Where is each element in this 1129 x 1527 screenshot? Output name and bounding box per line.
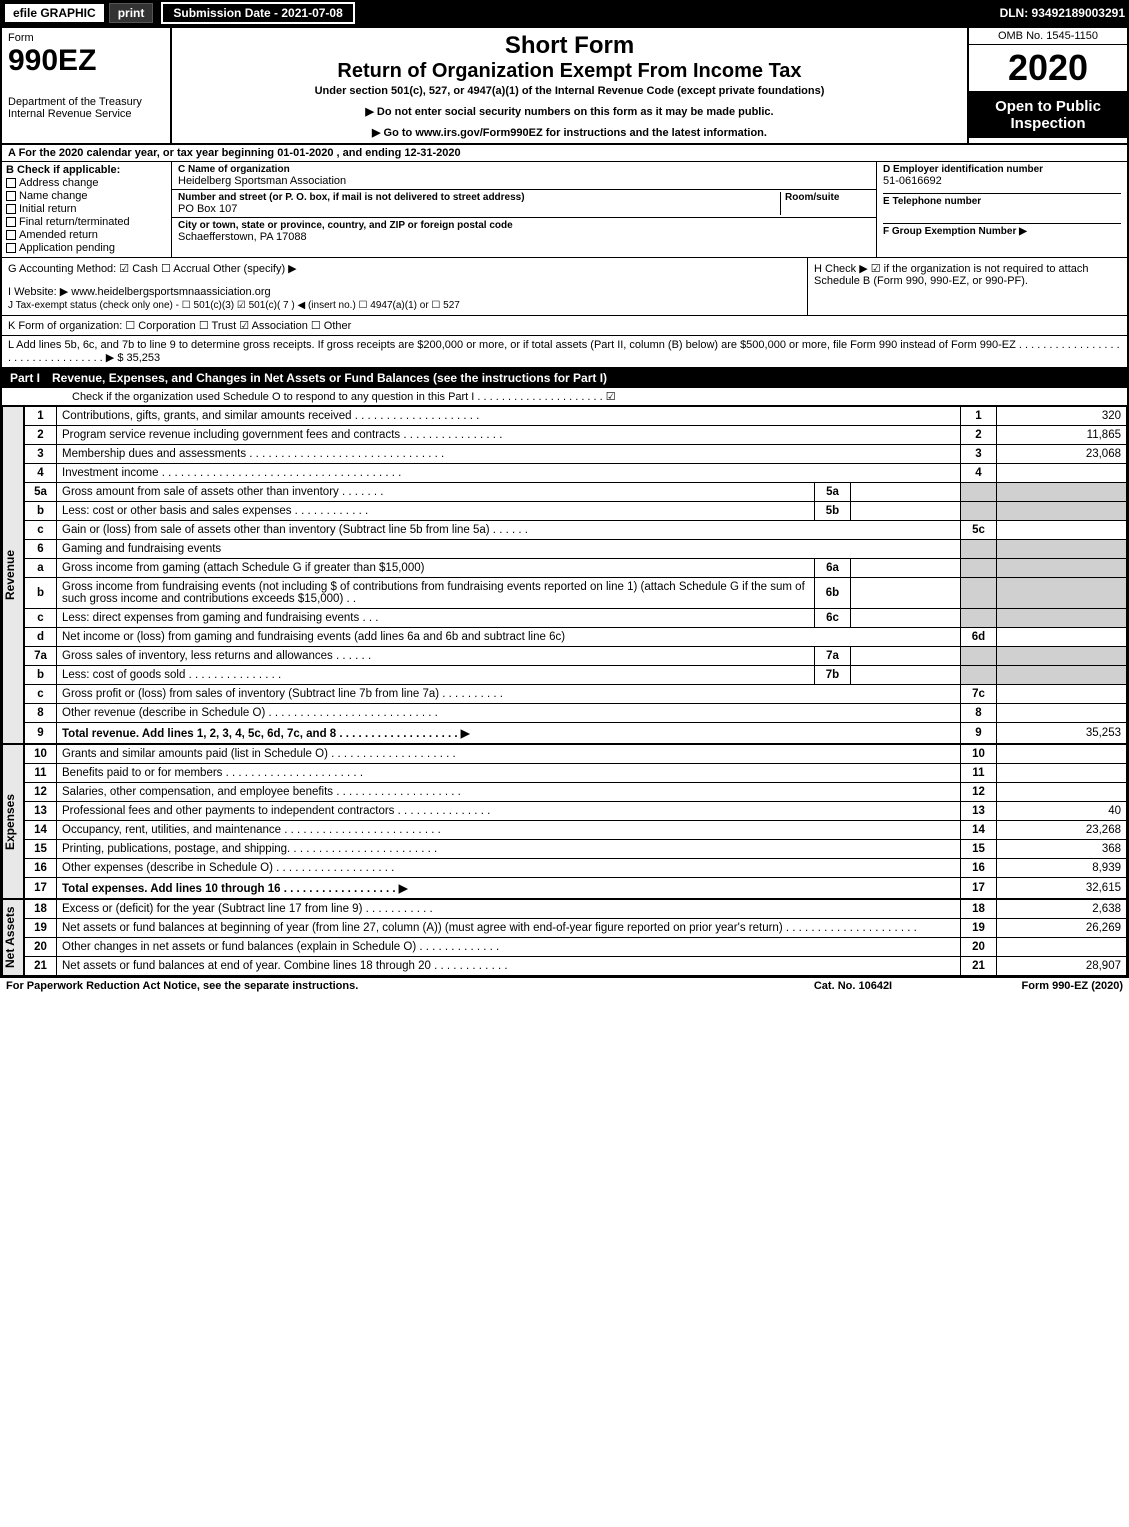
street-value: PO Box 107: [178, 203, 780, 215]
line-5a: 5aGross amount from sale of assets other…: [25, 483, 1127, 502]
box-d: D Employer identification number 51-0616…: [877, 162, 1127, 257]
box-c: C Name of organization Heidelberg Sports…: [172, 162, 877, 257]
form-number: 990EZ: [8, 44, 164, 78]
line-1: 1Contributions, gifts, grants, and simil…: [25, 407, 1127, 426]
line-20: 20Other changes in net assets or fund ba…: [25, 938, 1127, 957]
footer-cat: Cat. No. 10642I: [763, 980, 943, 992]
expenses-vlabel: Expenses: [2, 744, 24, 899]
submission-date: Submission Date - 2021-07-08: [161, 2, 354, 24]
line-5c: cGain or (loss) from sale of assets othe…: [25, 521, 1127, 540]
line-7b: bLess: cost of goods sold . . . . . . . …: [25, 666, 1127, 685]
expenses-table: 10Grants and similar amounts paid (list …: [24, 744, 1127, 899]
part-i-check: Check if the organization used Schedule …: [2, 388, 1127, 406]
chk-name[interactable]: Name change: [6, 190, 167, 202]
box-b-title: B Check if applicable:: [6, 164, 167, 176]
line-k: K Form of organization: ☐ Corporation ☐ …: [2, 316, 1127, 336]
revenue-section: Revenue 1Contributions, gifts, grants, a…: [2, 406, 1127, 744]
return-title: Return of Organization Exempt From Incom…: [182, 60, 957, 83]
line-14: 14Occupancy, rent, utilities, and mainte…: [25, 821, 1127, 840]
omb-number: OMB No. 1545-1150: [969, 28, 1127, 45]
info-block: B Check if applicable: Address change Na…: [2, 162, 1127, 258]
page-footer: For Paperwork Reduction Act Notice, see …: [0, 978, 1129, 994]
netassets-section: Net Assets 18Excess or (deficit) for the…: [2, 899, 1127, 976]
line-7a: 7aGross sales of inventory, less returns…: [25, 647, 1127, 666]
part-i-title: Revenue, Expenses, and Changes in Net As…: [52, 371, 607, 385]
line-3: 3Membership dues and assessments . . . .…: [25, 445, 1127, 464]
line-j: J Tax-exempt status (check only one) - ☐…: [8, 300, 801, 311]
line-10: 10Grants and similar amounts paid (list …: [25, 745, 1127, 764]
street-label: Number and street (or P. O. box, if mail…: [178, 192, 780, 203]
line-7c: cGross profit or (loss) from sales of in…: [25, 685, 1127, 704]
revenue-vlabel: Revenue: [2, 406, 24, 744]
line-6d: dNet income or (loss) from gaming and fu…: [25, 628, 1127, 647]
chk-amended[interactable]: Amended return: [6, 229, 167, 241]
org-name: Heidelberg Sportsman Association: [178, 175, 870, 187]
header-center: Short Form Return of Organization Exempt…: [172, 28, 967, 143]
line-8: 8Other revenue (describe in Schedule O) …: [25, 704, 1127, 723]
ghij-block: G Accounting Method: ☑ Cash ☐ Accrual Ot…: [2, 258, 1127, 316]
form-container: Form 990EZ Department of the Treasury In…: [0, 26, 1129, 978]
header-left: Form 990EZ Department of the Treasury In…: [2, 28, 172, 143]
city-label: City or town, state or province, country…: [178, 220, 870, 231]
line-15: 15Printing, publications, postage, and s…: [25, 840, 1127, 859]
ein-label: D Employer identification number: [883, 164, 1121, 175]
dept-treasury: Department of the Treasury: [8, 96, 164, 108]
ssn-note: ▶ Do not enter social security numbers o…: [182, 105, 957, 118]
group-exempt-label: F Group Exemption Number ▶: [883, 223, 1121, 237]
box-b: B Check if applicable: Address change Na…: [2, 162, 172, 257]
footer-left: For Paperwork Reduction Act Notice, see …: [6, 980, 763, 992]
top-bar: efile GRAPHIC print Submission Date - 20…: [0, 0, 1129, 26]
goto-link[interactable]: ▶ Go to www.irs.gov/Form990EZ for instru…: [182, 126, 957, 139]
part-i-header: Part I Revenue, Expenses, and Changes in…: [2, 368, 1127, 388]
line-17: 17Total expenses. Add lines 10 through 1…: [25, 878, 1127, 899]
line-21: 21Net assets or fund balances at end of …: [25, 957, 1127, 976]
line-13: 13Professional fees and other payments t…: [25, 802, 1127, 821]
line-11: 11Benefits paid to or for members . . . …: [25, 764, 1127, 783]
line-18: 18Excess or (deficit) for the year (Subt…: [25, 900, 1127, 919]
line-6: 6Gaming and fundraising events: [25, 540, 1127, 559]
org-name-label: C Name of organization: [178, 164, 870, 175]
chk-final[interactable]: Final return/terminated: [6, 216, 167, 228]
dept-irs: Internal Revenue Service: [8, 108, 164, 120]
netassets-table: 18Excess or (deficit) for the year (Subt…: [24, 899, 1127, 976]
short-form-title: Short Form: [182, 32, 957, 60]
line-2: 2Program service revenue including gover…: [25, 426, 1127, 445]
city-value: Schaefferstown, PA 17088: [178, 231, 870, 243]
header-right: OMB No. 1545-1150 2020 Open to Public In…: [967, 28, 1127, 143]
tax-year: 2020: [969, 45, 1127, 92]
chk-address[interactable]: Address change: [6, 177, 167, 189]
line-4: 4Investment income . . . . . . . . . . .…: [25, 464, 1127, 483]
line-19: 19Net assets or fund balances at beginni…: [25, 919, 1127, 938]
line-6c: cLess: direct expenses from gaming and f…: [25, 609, 1127, 628]
under-section: Under section 501(c), 527, or 4947(a)(1)…: [182, 85, 957, 97]
ein-value: 51-0616692: [883, 175, 1121, 187]
revenue-table: 1Contributions, gifts, grants, and simil…: [24, 406, 1127, 744]
footer-form: Form 990-EZ (2020): [943, 980, 1123, 992]
expenses-section: Expenses 10Grants and similar amounts pa…: [2, 744, 1127, 899]
tel-label: E Telephone number: [883, 193, 1121, 207]
line-g: G Accounting Method: ☑ Cash ☐ Accrual Ot…: [8, 262, 801, 275]
print-button[interactable]: print: [109, 3, 154, 23]
line-5b: bLess: cost or other basis and sales exp…: [25, 502, 1127, 521]
form-header: Form 990EZ Department of the Treasury In…: [2, 28, 1127, 145]
netassets-vlabel: Net Assets: [2, 899, 24, 976]
part-i-label: Part I: [10, 371, 40, 385]
period-line: A For the 2020 calendar year, or tax yea…: [2, 145, 1127, 162]
room-label: Room/suite: [785, 192, 870, 203]
line-6a: aGross income from gaming (attach Schedu…: [25, 559, 1127, 578]
line-l: L Add lines 5b, 6c, and 7b to line 9 to …: [2, 336, 1127, 368]
dln-label: DLN: 93492189003291: [1000, 6, 1125, 20]
open-inspection: Open to Public Inspection: [969, 92, 1127, 138]
line-16: 16Other expenses (describe in Schedule O…: [25, 859, 1127, 878]
form-label: Form: [8, 32, 164, 44]
chk-pending[interactable]: Application pending: [6, 242, 167, 254]
chk-initial[interactable]: Initial return: [6, 203, 167, 215]
line-12: 12Salaries, other compensation, and empl…: [25, 783, 1127, 802]
line-i[interactable]: I Website: ▶ www.heidelbergsportsmnaassi…: [8, 285, 801, 298]
line-6b: bGross income from fundraising events (n…: [25, 578, 1127, 609]
line-h: H Check ▶ ☑ if the organization is not r…: [807, 258, 1127, 315]
efile-button[interactable]: efile GRAPHIC: [4, 3, 105, 23]
line-9: 9Total revenue. Add lines 1, 2, 3, 4, 5c…: [25, 723, 1127, 744]
